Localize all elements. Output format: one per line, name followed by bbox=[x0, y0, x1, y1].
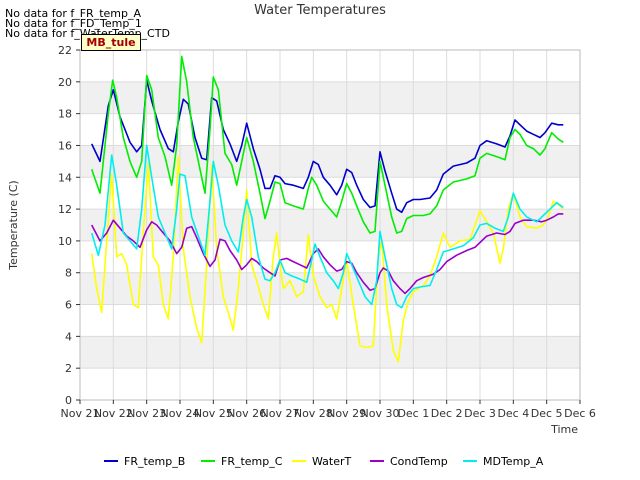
x-tick-label: Dec 6 bbox=[564, 407, 596, 420]
y-tick-label: 12 bbox=[58, 203, 72, 216]
x-tick-label: Nov 28 bbox=[294, 407, 333, 420]
x-tick-label: Nov 26 bbox=[227, 407, 266, 420]
x-tick-label: Nov 21 bbox=[61, 407, 100, 420]
legend-label: CondTemp bbox=[390, 455, 448, 468]
series-line-MDTemp_A bbox=[90, 144, 564, 309]
x-tick-label: Nov 25 bbox=[194, 407, 233, 420]
no-data-note-2: No data for f_FD_Temp_1 bbox=[5, 17, 142, 30]
y-tick-label: 18 bbox=[58, 108, 72, 121]
y-axis-ticks: 0 2 4 6 8 10 12 14 16 18 20 22 bbox=[58, 44, 80, 407]
plot-band bbox=[80, 145, 580, 178]
legend-label: FR_temp_C bbox=[221, 455, 283, 468]
x-tick-label: Nov 24 bbox=[161, 407, 200, 420]
y-tick-label: 2 bbox=[65, 362, 72, 375]
legend-label: WaterT bbox=[312, 455, 352, 468]
y-tick-label: 10 bbox=[58, 235, 72, 248]
y-tick-label: 0 bbox=[65, 394, 72, 407]
plot-band bbox=[80, 336, 580, 369]
y-tick-label: 4 bbox=[65, 330, 72, 343]
x-tick-label: Nov 22 bbox=[94, 407, 133, 420]
plot-bands bbox=[80, 81, 580, 369]
y-axis-label: Temperature (C) bbox=[7, 180, 20, 270]
series-line-FR_temp_B bbox=[90, 79, 564, 214]
grid-lines bbox=[79, 49, 581, 401]
x-tick-label: Dec 5 bbox=[531, 407, 563, 420]
legend-label: FR_temp_B bbox=[124, 455, 185, 468]
y-tick-label: 8 bbox=[65, 267, 72, 280]
x-axis-label: Time bbox=[550, 423, 578, 436]
y-tick-label: 6 bbox=[65, 299, 72, 312]
x-tick-label: Dec 1 bbox=[397, 407, 429, 420]
y-tick-label: 20 bbox=[58, 76, 72, 89]
series-lines bbox=[90, 55, 564, 363]
legend-label: MDTemp_A bbox=[483, 455, 544, 468]
plot-band bbox=[80, 81, 580, 114]
x-tick-label: Nov 30 bbox=[361, 407, 400, 420]
x-tick-label: Dec 2 bbox=[431, 407, 463, 420]
y-tick-label: 14 bbox=[58, 171, 72, 184]
series-line-WaterT bbox=[90, 155, 564, 363]
x-tick-label: Nov 29 bbox=[327, 407, 366, 420]
x-tick-label: Dec 3 bbox=[464, 407, 496, 420]
x-tick-label: Nov 27 bbox=[261, 407, 300, 420]
chart-title: Water Temperatures bbox=[254, 3, 386, 18]
legend: FR_temp_B FR_temp_C WaterT CondTemp MDTemp_A bbox=[104, 455, 544, 468]
no-data-note-1: No data for f_FR_temp_A bbox=[5, 7, 141, 20]
y-tick-label: 16 bbox=[58, 139, 72, 152]
y-tick-label: 22 bbox=[58, 44, 72, 57]
x-tick-label: Dec 4 bbox=[497, 407, 529, 420]
series-line-FR_temp_C bbox=[90, 55, 564, 234]
site-badge: MB_tule bbox=[81, 34, 141, 51]
x-tick-label: Nov 23 bbox=[127, 407, 166, 420]
plot-frame bbox=[79, 49, 581, 401]
series-line-CondTemp bbox=[90, 213, 564, 295]
plot-band bbox=[80, 209, 580, 241]
